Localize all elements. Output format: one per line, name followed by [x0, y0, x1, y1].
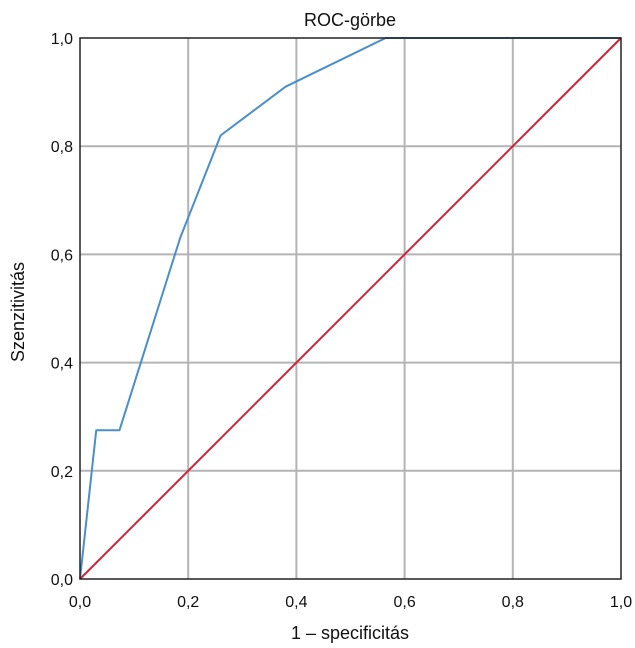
x-tick-label: 0,4 [285, 594, 307, 611]
y-tick-label: 0,8 [51, 139, 73, 156]
series-lines [79, 37, 622, 580]
y-tick-labels: 0,0 0,2 0,4 0,6 0,8 1,0 [51, 31, 73, 589]
x-tick-label: 0,0 [69, 594, 91, 611]
x-tick-label: 0,8 [502, 594, 524, 611]
y-tick-label: 0,4 [51, 356, 73, 373]
x-tick-label: 0,2 [177, 594, 199, 611]
y-tick-label: 1,0 [51, 31, 73, 48]
y-tick-label: 0,2 [51, 464, 73, 481]
y-tick-label: 0,6 [51, 247, 73, 264]
reference-diagonal-line [79, 37, 622, 580]
x-tick-label: 0,6 [393, 594, 415, 611]
chart-title: ROC-görbe [304, 10, 396, 30]
y-axis-title: Szenzitivitás [8, 262, 28, 362]
roc-curve-line [79, 37, 621, 580]
x-tick-label: 1,0 [610, 594, 632, 611]
grid-lines [80, 38, 621, 579]
x-tick-labels: 0,0 0,2 0,4 0,6 0,8 1,0 [69, 594, 632, 611]
x-axis-title: 1 – specificitás [291, 623, 409, 643]
plot-frame [79, 37, 622, 580]
y-tick-label: 0,0 [51, 572, 73, 589]
